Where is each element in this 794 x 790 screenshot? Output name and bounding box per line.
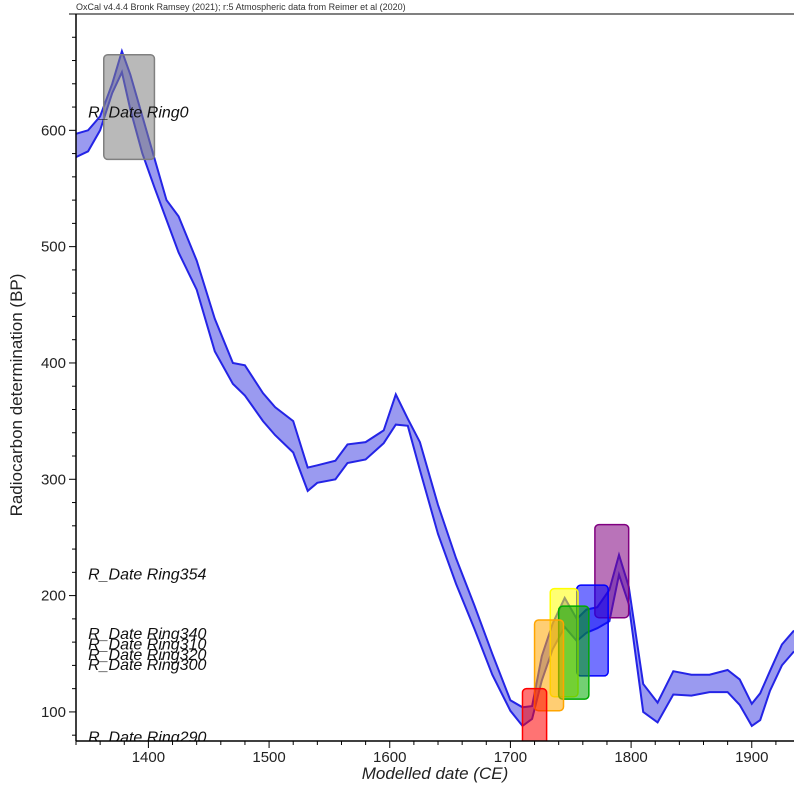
y-tick-label: 300: [41, 471, 66, 488]
header-credit: OxCal v4.4.4 Bronk Ramsey (2021); r:5 At…: [76, 2, 406, 12]
y-tick-label: 500: [41, 239, 66, 256]
x-tick-label: 1700: [494, 749, 527, 766]
x-tick-label: 1800: [614, 749, 647, 766]
x-axis-title: Modelled date (CE): [362, 764, 508, 783]
date-label-ring354: R_Date Ring354: [88, 566, 206, 583]
date-label-ring320: R_Date Ring320: [88, 647, 206, 664]
y-axis-title: Radiocarbon determination (BP): [7, 274, 26, 517]
y-tick-label: 200: [41, 588, 66, 605]
x-tick-label: 1600: [373, 749, 406, 766]
date-label-ring310: R_Date Ring310: [88, 636, 206, 653]
y-tick-label: 100: [41, 704, 66, 721]
x-tick-label: 1400: [132, 749, 165, 766]
x-tick-label: 1900: [735, 749, 768, 766]
date-label-ring340: R_Date Ring340: [88, 626, 206, 643]
date-label-ring0: R_Date Ring0: [88, 105, 189, 122]
calibration-lower-line: [76, 69, 794, 728]
calibration-upper-line: [76, 47, 794, 709]
x-tick-label: 1500: [252, 749, 285, 766]
axes: 1400 1500 1600 1700 1800 1900 100 200 300 400 500 6…: [41, 13, 794, 766]
plot-area: R_Date Ring0 R_Date Ring354 R_Date Ring340…: [76, 47, 794, 746]
calibration-band: [76, 51, 794, 726]
y-tick-label: 600: [41, 122, 66, 139]
date-label-ring290: R_Date Ring290: [88, 729, 206, 746]
date-label-ring300: R_Date Ring300: [88, 657, 206, 674]
y-tick-label: 400: [41, 355, 66, 372]
date-box-ring290: [521, 687, 548, 741]
date-box-ring0: [103, 53, 156, 161]
